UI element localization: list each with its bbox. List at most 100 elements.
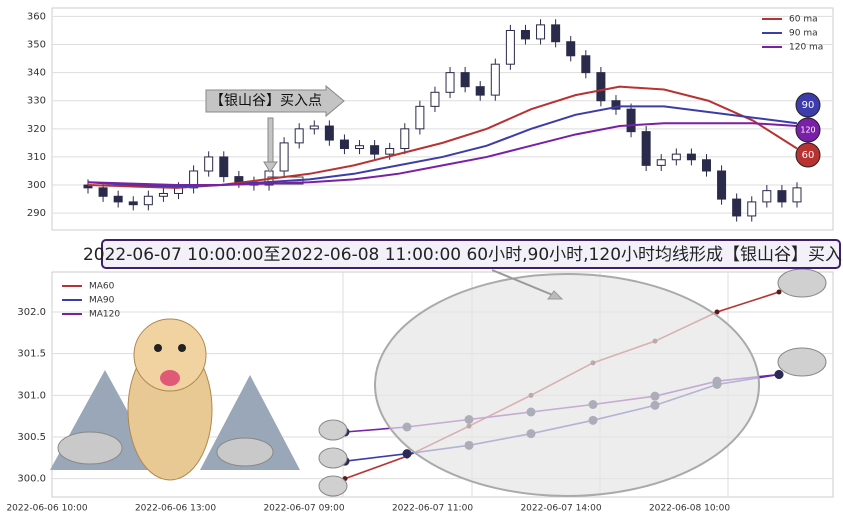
candle-body	[339, 139, 349, 150]
ingot	[318, 475, 348, 497]
x-tick-label: 2022-06-07 14:00	[520, 504, 601, 514]
ingot	[777, 347, 827, 377]
dog-eye	[178, 344, 186, 352]
candle-body	[777, 190, 787, 203]
candle-body	[355, 145, 365, 150]
candle-body	[219, 156, 229, 178]
candle-body	[656, 159, 666, 166]
candle-body	[143, 195, 153, 206]
candle	[294, 123, 304, 149]
ingot	[777, 268, 827, 298]
candle-body	[732, 198, 742, 217]
y-tick-label: 301.0	[17, 390, 46, 401]
candle	[626, 103, 636, 138]
candle	[445, 67, 455, 98]
y-tick-label: 340	[27, 68, 46, 79]
y-tick-label: 350	[27, 40, 46, 51]
dog-eye	[154, 344, 162, 352]
candle-body	[490, 63, 500, 96]
candle	[641, 126, 651, 171]
candle	[656, 154, 666, 171]
candle	[204, 151, 214, 177]
candle	[490, 58, 500, 101]
candle-body	[475, 86, 485, 96]
candle-body	[279, 142, 289, 172]
candle	[520, 24, 530, 45]
y-tick-label: 300.5	[17, 432, 46, 443]
ingot	[318, 447, 348, 469]
y-tick-label: 330	[27, 96, 46, 107]
annotation-arrow	[205, 84, 345, 118]
candle	[505, 24, 515, 70]
point	[402, 449, 412, 459]
badge-label: 120	[800, 126, 815, 135]
candle-body	[445, 72, 455, 93]
candle	[596, 67, 606, 107]
candle	[279, 137, 289, 177]
legend-label: 60 ma	[789, 15, 818, 25]
ingot	[216, 437, 274, 467]
candle	[370, 140, 380, 160]
decoration	[50, 268, 827, 497]
candle-body	[400, 128, 410, 150]
legend-label: MA60	[89, 282, 115, 292]
candle-body	[596, 72, 606, 102]
candle	[566, 36, 576, 62]
banner	[101, 239, 841, 269]
candle-body	[113, 195, 123, 203]
candle-body	[234, 176, 244, 183]
x-tick-label: 2022-06-08 10:00	[649, 504, 730, 514]
legend-label: MA120	[89, 310, 120, 320]
badge-label: 60	[802, 150, 815, 161]
y-tick-label: 320	[27, 124, 46, 135]
candle	[355, 140, 365, 155]
candle	[128, 196, 138, 211]
badge	[795, 142, 821, 168]
y-tick-label: 360	[27, 11, 46, 22]
point	[776, 289, 782, 295]
annotation-stem	[267, 117, 274, 163]
candle	[475, 81, 485, 101]
candle-body	[747, 201, 757, 217]
candle	[113, 190, 123, 208]
ma-line	[87, 122, 798, 187]
candle-body	[686, 153, 696, 161]
candle-body	[415, 105, 425, 130]
candle-body	[626, 108, 636, 133]
candle-body	[204, 156, 214, 172]
candle-body	[671, 153, 681, 161]
candle	[732, 193, 742, 222]
legend-label: MA90	[89, 296, 115, 306]
annotation: 【银山谷】买入点	[210, 93, 322, 109]
y-tick-label: 301.5	[17, 349, 46, 360]
candle-body	[762, 190, 772, 203]
candle-body	[370, 145, 380, 155]
candle-body	[385, 148, 395, 155]
y-tick-label: 310	[27, 152, 46, 163]
candle-body	[98, 187, 108, 197]
candle-body	[611, 100, 621, 110]
candle	[309, 120, 319, 135]
candle	[158, 187, 168, 202]
candle	[324, 120, 334, 146]
pointer-head	[547, 290, 564, 300]
candle-body	[460, 72, 470, 88]
candle	[219, 151, 229, 183]
candle-body	[294, 128, 304, 144]
point	[714, 309, 720, 315]
candle	[460, 67, 470, 93]
y-tick-label: 290	[27, 208, 46, 219]
pointer-arrow	[491, 269, 556, 297]
candle-body	[324, 125, 334, 141]
highlight-ellipse	[374, 273, 760, 497]
point	[774, 370, 784, 379]
candle-body	[566, 41, 576, 57]
candle	[189, 165, 199, 194]
ingot	[318, 419, 348, 441]
candle-body	[717, 170, 727, 200]
annotation-head	[263, 161, 278, 173]
candle-body	[536, 24, 546, 40]
candle-body	[581, 55, 591, 74]
candle	[143, 190, 153, 211]
